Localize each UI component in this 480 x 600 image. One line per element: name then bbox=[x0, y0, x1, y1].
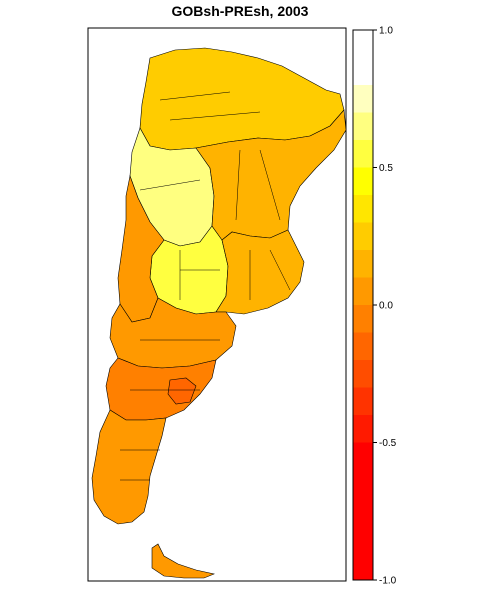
legend-bin bbox=[353, 277, 373, 305]
legend-bin bbox=[353, 85, 373, 113]
legend-tick-label: 0.5 bbox=[379, 163, 393, 174]
argentina-map bbox=[91, 47, 347, 579]
region-litoral bbox=[195, 109, 347, 241]
legend-bin bbox=[353, 112, 373, 140]
map-title: GOBsh-PREsh, 2003 bbox=[171, 3, 309, 19]
legend-bin bbox=[353, 305, 373, 333]
region-patagonia-south bbox=[91, 409, 167, 525]
region-patagonia-north bbox=[109, 297, 237, 369]
legend-bin bbox=[353, 387, 373, 415]
legend-bin bbox=[353, 140, 373, 168]
region-tierra-del-fuego bbox=[151, 543, 216, 579]
region-patagonia-orange bbox=[105, 357, 217, 421]
legend-tick-label: 1.0 bbox=[379, 26, 393, 37]
legend-bin bbox=[353, 415, 373, 443]
legend-tick-label: -0.5 bbox=[379, 438, 397, 449]
color-legend: 1.0 0.5 0.0 -0.5 -1.0 bbox=[352, 26, 397, 587]
region-deep-orange bbox=[167, 377, 197, 405]
region-buenos-aires bbox=[215, 229, 305, 315]
legend-bin bbox=[353, 360, 373, 388]
legend-tick-label: -1.0 bbox=[379, 576, 397, 587]
department-borders bbox=[120, 91, 291, 481]
legend-bin bbox=[353, 57, 373, 85]
legend-bin bbox=[353, 442, 373, 580]
legend-bin bbox=[353, 167, 373, 195]
legend-bin bbox=[353, 195, 373, 223]
plot-frame bbox=[87, 27, 347, 582]
legend-bin bbox=[353, 332, 373, 360]
legend-bin bbox=[353, 250, 373, 278]
legend-bin bbox=[353, 30, 373, 58]
legend-tick-label: 0.0 bbox=[379, 301, 393, 312]
legend-bin bbox=[353, 222, 373, 250]
